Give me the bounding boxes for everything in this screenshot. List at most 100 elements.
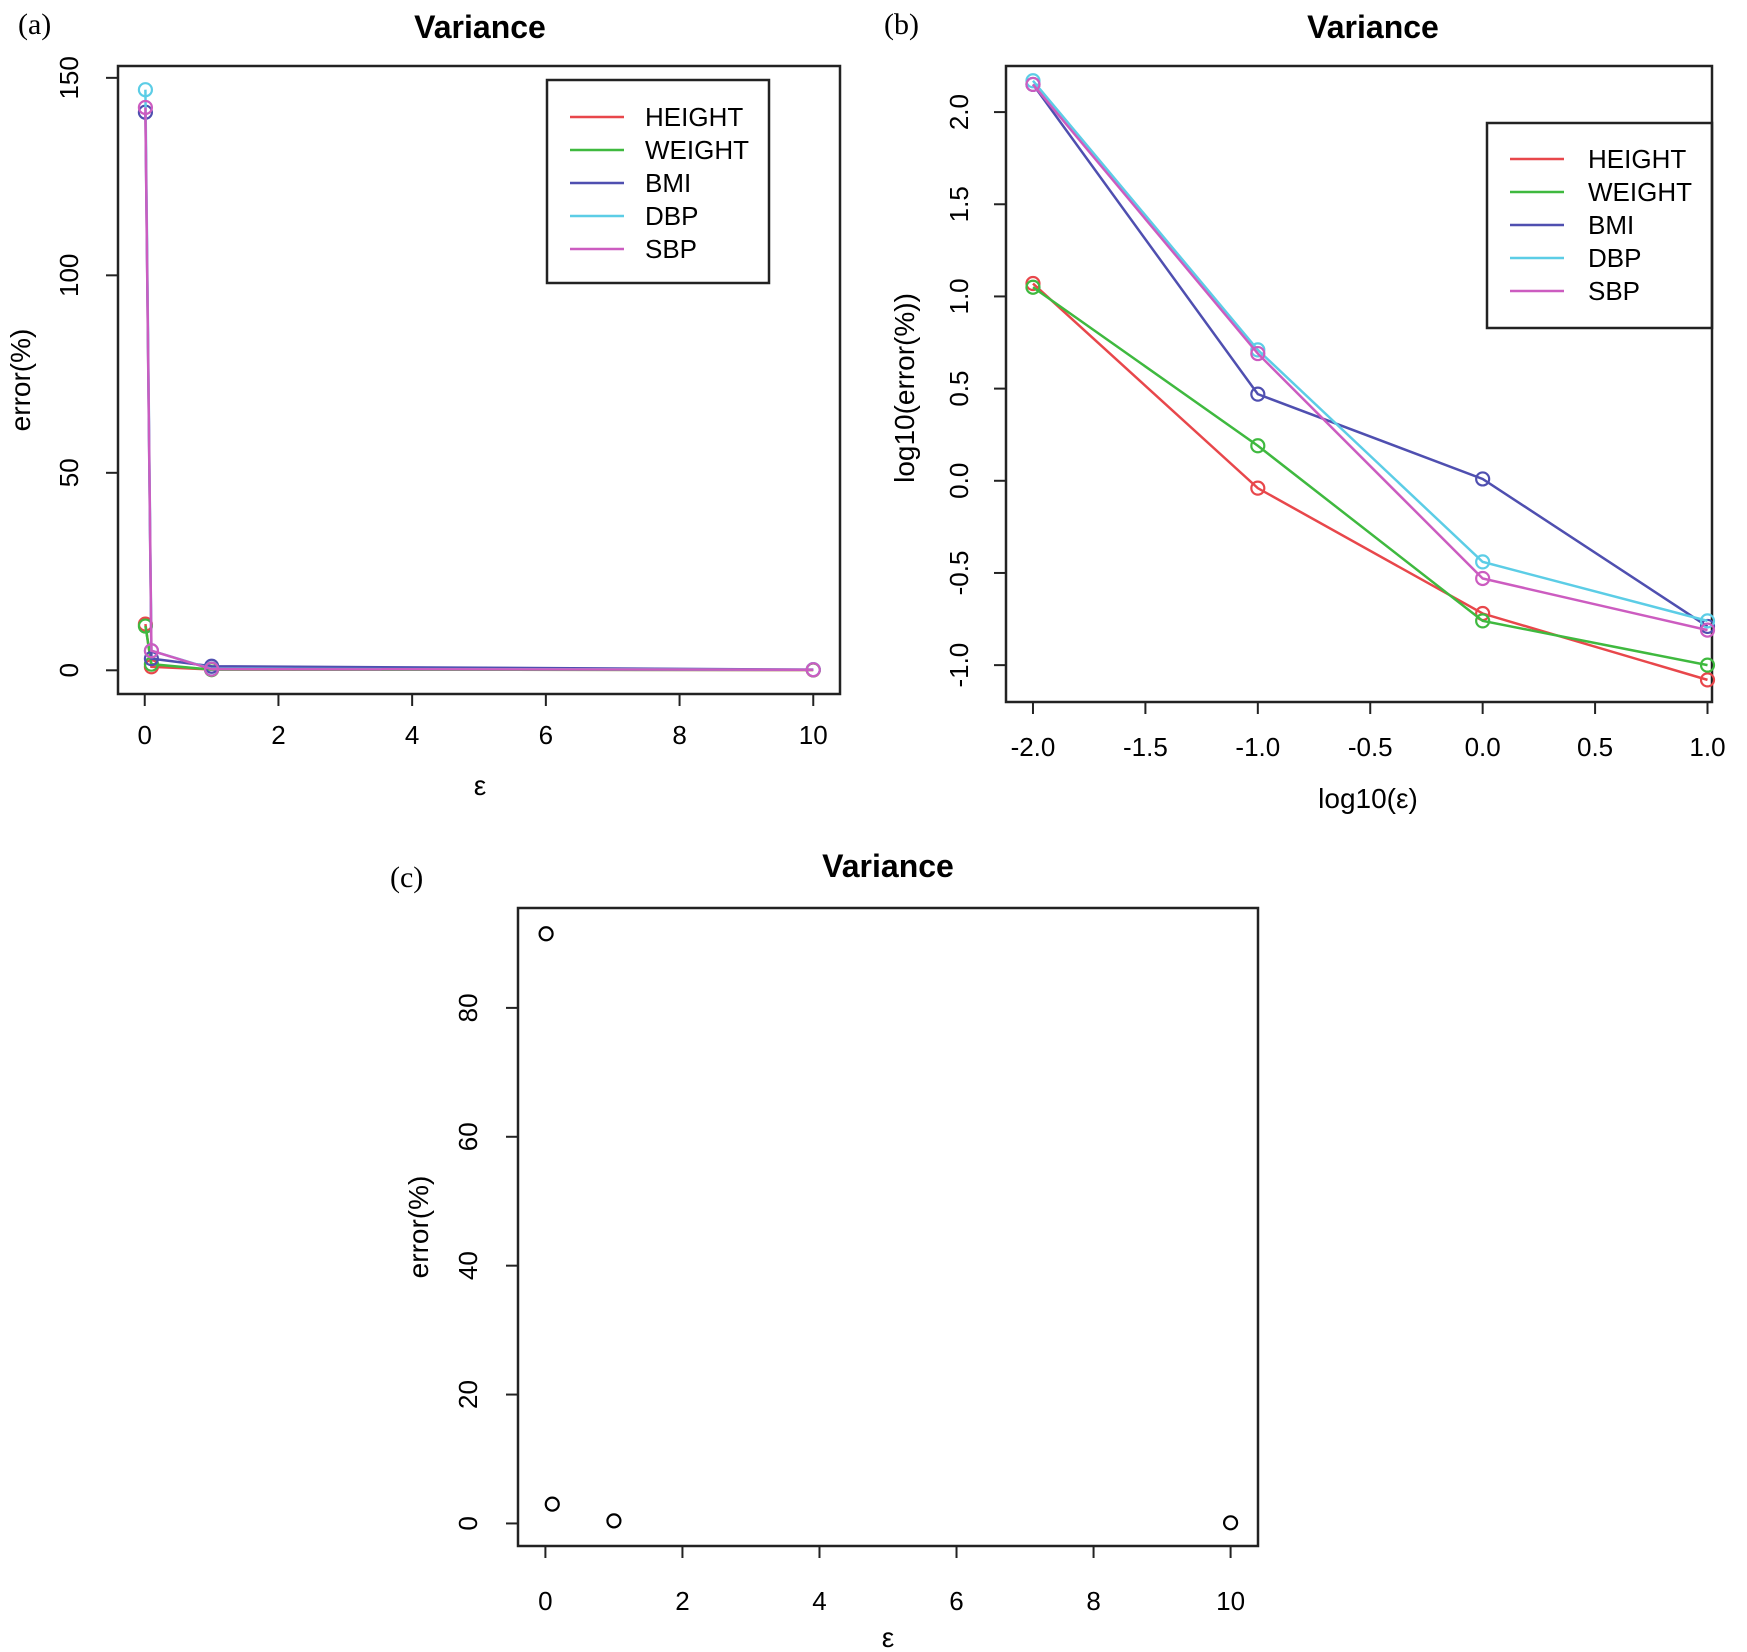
panel-a-x-tick-label: 8 [672,720,686,750]
panel-c-y-axis-label: error(%) [403,1176,434,1279]
panel-b-series-line-dbp [1032,79,1708,623]
panel-c-x-axis-label: ε [882,1622,894,1652]
panel-c-y-tick-label: 60 [453,1122,483,1151]
panel-a-x-tick-label: 2 [271,720,285,750]
panel-b-series-line-bmi [1031,83,1709,628]
panel-c-x-tick-label: 2 [675,1586,689,1616]
panel-b-point-weight [1025,279,1041,295]
panel-c: (c) Variance 0 2 4 6 8 10 0 20 40 60 80 ε error(%… [390,848,1260,1652]
panel-b-legend-label-sbp: SBP [1588,276,1640,306]
panel-a-x-tick-label: 4 [405,720,419,750]
panel-b-x-axis: -2.0 -1.5 -1.0 -0.5 0.0 0.5 1.0 [1011,701,1726,762]
panel-c-point-points [538,926,554,942]
panel-b-x-axis-label: log10(ε) [1318,783,1418,814]
panel-a-legend-label-dbp: DBP [645,201,698,231]
panel-a-series-line-bmi [144,112,814,671]
panel-a-y-axis-label: error(%) [5,329,36,432]
panel-c-point-points [1222,1515,1239,1531]
panel-b-y-axis: -1.0 -0.5 0.0 0.5 1.0 1.5 2.0 [944,94,1007,688]
panel-b: (b) Variance -2.0 -1.5 -1.0 -0.5 0.0 0.5 1.0 -… [884,8,1726,814]
panel-a-x-axis-label: ε [474,770,486,801]
panel-c-x-tick-label: 6 [949,1586,963,1616]
panel-c-x-tick-label: 4 [812,1586,826,1616]
panel-c-y-tick-label: 20 [453,1380,483,1409]
panel-a-series [137,82,821,678]
panel-a-legend-label-sbp: SBP [645,234,697,264]
panel-b-point-sbp [1699,622,1716,638]
panel-a-legend-label-bmi: BMI [645,168,691,198]
panel-c-title: Variance [822,848,954,884]
panel-c-x-axis: 0 2 4 6 8 10 [538,1545,1245,1616]
panel-c-y-axis: 0 20 40 60 80 [453,993,519,1531]
panel-b-legend-label-height: HEIGHT [1588,144,1686,174]
panel-b-x-tick-label: -1.0 [1235,732,1280,762]
panel-b-series-line-sbp [1032,83,1708,632]
panel-a-y-tick-label: 150 [54,56,84,99]
panel-b-series-line-height [1032,282,1708,682]
panel-b-point-bmi [1250,386,1266,402]
panel-b-point-bmi [1475,471,1491,487]
panel-a-series-line-dbp [144,89,814,671]
panel-b-y-tick-label: 0.5 [944,371,974,407]
panel-b-point-height [1250,480,1266,496]
panel-c-point-points [544,1496,560,1512]
panel-b-point-height [1699,672,1716,688]
panel-b-y-tick-label: 1.0 [944,278,974,314]
panel-b-x-tick-label: -0.5 [1348,732,1393,762]
panel-c-x-tick-label: 10 [1216,1586,1245,1616]
panel-b-series-line-weight [1032,286,1708,667]
panel-a-legend-box [545,78,771,285]
panel-b-legend-label-dbp: DBP [1588,243,1641,273]
panel-a-point-sbp [137,99,154,116]
panel-b-y-axis-label: log10(error(%)) [889,293,920,483]
panel-c-x-tick-label: 8 [1086,1586,1100,1616]
panel-c-series [538,926,1239,1531]
panel-b-series [1025,73,1716,688]
panel-c-label: (c) [390,861,423,894]
panel-a-point-bmi [143,651,160,667]
panel-a-title: Variance [414,9,546,45]
panel-b-x-tick-label: -1.5 [1123,732,1168,762]
panel-a-point-sbp [805,662,821,678]
panel-b-point-sbp [1475,570,1491,587]
panel-c-y-tick-label: 80 [453,993,483,1022]
panel-a-point-dbp [137,82,154,98]
panel-c-x-tick-label: 0 [538,1586,552,1616]
panel-a-y-tick-label: 100 [54,254,84,297]
panel-b-y-tick-label: 2.0 [944,94,974,130]
panel-b-point-weight [1250,438,1266,454]
panel-b-x-tick-label: 0.0 [1465,732,1501,762]
panel-a-label: (a) [18,8,51,41]
panel-b-point-weight [1475,613,1491,629]
panel-a: (a) Variance 0 2 4 6 8 10 0 50 100 150 ε error(%… [5,8,842,801]
panel-a-x-tick-label: 0 [138,720,152,750]
panel-b-legend-box [1485,121,1714,330]
panel-a-x-axis: 0 2 4 6 8 10 [138,693,828,750]
panel-b-x-tick-label: 1.0 [1689,732,1725,762]
panel-a-x-tick-label: 6 [539,720,553,750]
panel-a-series-line-weight [144,625,814,672]
panel-b-legend-label-bmi: BMI [1588,210,1634,240]
panel-b-y-tick-label: 0.0 [944,463,974,499]
panel-a-legend-label-height: HEIGHT [645,102,743,132]
panel-b-label: (b) [884,8,919,41]
panel-c-y-tick-label: 40 [453,1251,483,1280]
panel-a-y-tick-label: 50 [54,458,84,487]
panel-b-y-tick-label: -1.0 [944,643,974,688]
panel-a-point-sbp [203,661,220,677]
panel-b-point-weight [1699,657,1716,673]
panel-c-y-tick-label: 0 [453,1516,483,1530]
panel-a-series-line-height [144,623,814,672]
panel-b-point-dbp [1699,613,1716,629]
panel-b-y-tick-label: 1.5 [944,186,974,222]
panel-a-point-sbp [143,643,160,659]
panel-c-point-points [606,1513,622,1529]
panel-a-y-tick-label: 0 [54,663,84,677]
panel-b-x-tick-label: 0.5 [1577,732,1613,762]
panel-b-x-tick-label: -2.0 [1011,732,1056,762]
panel-b-point-dbp [1475,554,1491,570]
panel-b-point-sbp [1025,76,1041,93]
